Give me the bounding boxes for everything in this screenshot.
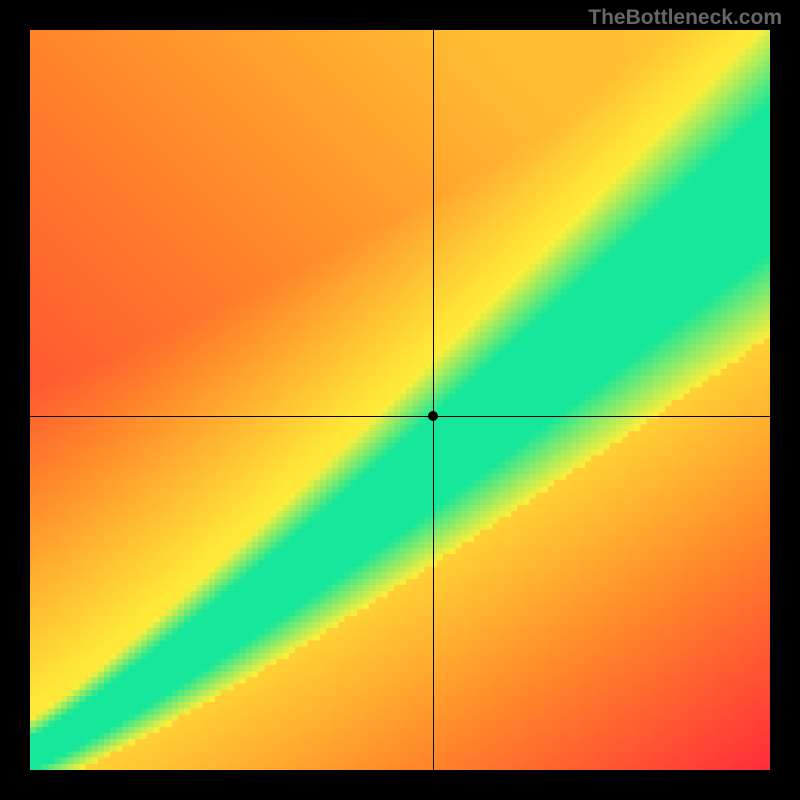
heatmap-canvas — [30, 30, 770, 770]
crosshair-vertical — [433, 30, 434, 770]
crosshair-horizontal — [30, 416, 770, 417]
crosshair-marker — [428, 411, 438, 421]
heatmap-plot — [30, 30, 770, 770]
watermark-text: TheBottleneck.com — [588, 6, 782, 30]
